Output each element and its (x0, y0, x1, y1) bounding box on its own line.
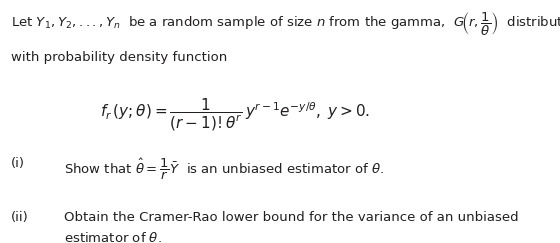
Text: Let $Y_1, Y_2,...,Y_n$  be a random sample of size $n$ from the gamma,  $G\!\lef: Let $Y_1, Y_2,...,Y_n$ be a random sampl… (11, 11, 560, 38)
Text: Obtain the Cramer-Rao lower bound for the variance of an unbiased
estimator of $: Obtain the Cramer-Rao lower bound for th… (64, 211, 519, 243)
Text: Show that $\hat{\theta} = \dfrac{1}{r}\bar{Y}$  is an unbiased estimator of $\th: Show that $\hat{\theta} = \dfrac{1}{r}\b… (64, 157, 384, 182)
Text: (i): (i) (11, 157, 25, 170)
Text: with probability density function: with probability density function (11, 51, 227, 64)
Text: $f_r\,(y;\theta)=\dfrac{1}{(r-1)!\theta^r}\,y^{r-1}e^{-y/\theta},\; y>0.$: $f_r\,(y;\theta)=\dfrac{1}{(r-1)!\theta^… (100, 97, 370, 133)
Text: (ii): (ii) (11, 211, 29, 224)
